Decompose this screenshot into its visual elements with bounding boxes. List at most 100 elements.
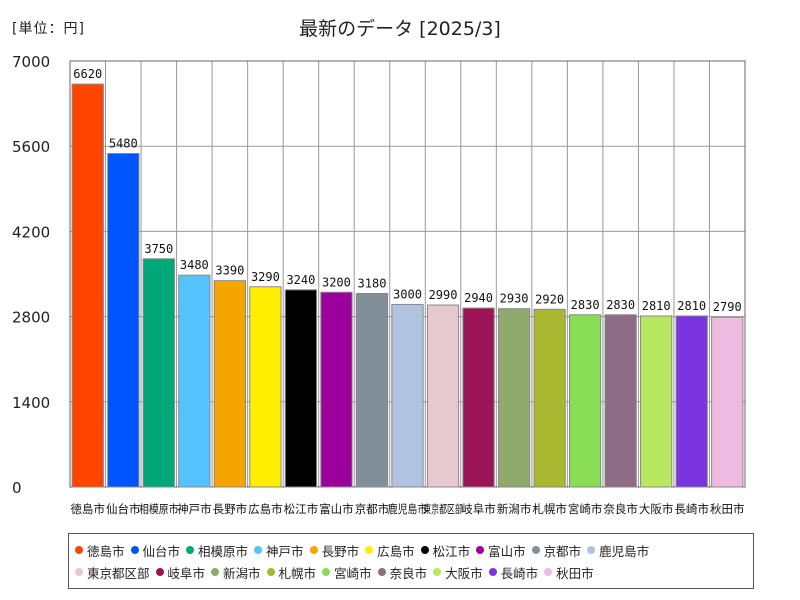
value-label: 2810 [677, 299, 706, 313]
x-tick-label: 秋田市 [710, 502, 745, 516]
value-label: 2830 [571, 298, 600, 312]
legend-marker-icon [75, 568, 83, 576]
legend-row: 徳島市 仙台市 相模原市 神戸市 長野市 広島市 松江市 富山市 京都市 鹿児島市 [75, 539, 747, 561]
bar [71, 83, 104, 488]
value-label: 2940 [464, 291, 493, 305]
value-label: 2790 [713, 300, 742, 314]
y-axis-tick-labels: 0 1400 2800 4200 5600 7000 [12, 53, 50, 497]
legend-marker-icon [309, 546, 318, 554]
legend-marker-icon [266, 568, 275, 576]
x-tick-label: 大阪市 [639, 502, 674, 516]
y-tick-label: 7000 [12, 53, 50, 71]
bar [391, 303, 424, 488]
legend-item: 大阪市 [433, 563, 483, 582]
x-tick-label: 相模原市 [139, 502, 179, 516]
bar [569, 314, 602, 488]
legend-label: 宮崎市 [334, 565, 372, 581]
x-tick-label: 神戸市 [177, 502, 212, 516]
value-label: 3200 [322, 275, 351, 289]
y-tick-label: 2800 [12, 309, 50, 327]
value-label: 3180 [358, 276, 387, 290]
legend-label: 徳島市 [87, 543, 125, 559]
legend-item: 秋田市 [544, 563, 594, 582]
legend-marker-icon [365, 546, 374, 554]
bar [711, 316, 744, 488]
legend-marker-icon [433, 568, 442, 576]
bar-chart: 0 1400 2800 4200 5600 7000 6620 5480 3750 3480 33… [12, 53, 746, 516]
legend-item: 徳島市 [75, 541, 125, 560]
legend-label: 神戸市 [266, 543, 304, 559]
x-tick-label: 東京都区部 [423, 502, 463, 516]
legend-label: 大阪市 [445, 565, 483, 581]
legend-marker-icon [420, 546, 429, 554]
legend-marker-icon [254, 546, 263, 554]
bar [178, 274, 211, 488]
legend-marker-icon [186, 546, 195, 554]
bar [640, 315, 673, 488]
bar [284, 289, 318, 488]
legend-item: 鹿児島市 [587, 541, 649, 560]
x-tick-label: 長崎市 [674, 502, 709, 516]
x-tick-label: 富山市 [319, 502, 354, 516]
legend: 徳島市 仙台市 相模原市 神戸市 長野市 広島市 松江市 富山市 京都市 鹿児島市 東京都区部 岐阜… [68, 533, 754, 589]
x-tick-label: 仙台市 [106, 502, 141, 516]
value-label: 3750 [144, 242, 173, 256]
legend-item: 札幌市 [266, 563, 317, 582]
legend-label: 鹿児島市 [599, 543, 650, 559]
legend-label: 新潟市 [223, 565, 261, 581]
bars [71, 83, 744, 488]
x-tick-label: 広島市 [248, 502, 283, 516]
legend-label: 松江市 [432, 543, 471, 559]
value-label: 3390 [215, 264, 244, 278]
legend-marker-icon [377, 568, 386, 576]
bar [675, 315, 708, 488]
value-label: 3240 [286, 273, 315, 287]
bar [497, 308, 531, 488]
legend-marker-icon [587, 546, 596, 554]
legend-marker-icon [75, 546, 83, 554]
bar [355, 292, 389, 488]
bar [533, 308, 566, 488]
legend-label: 京都市 [543, 543, 582, 559]
legend-item: 神戸市 [254, 541, 304, 560]
bar [426, 304, 460, 488]
legend-item: 奈良市 [377, 563, 427, 582]
value-label: 2830 [606, 298, 635, 312]
legend-item: 相模原市 [186, 541, 248, 560]
legend-item: 仙台市 [130, 541, 181, 560]
legend-item: 富山市 [476, 541, 526, 560]
bar [320, 291, 353, 488]
legend-item: 東京都区部 [75, 563, 150, 582]
legend-marker-icon [155, 568, 164, 576]
y-tick-label: 1400 [12, 394, 50, 412]
value-label: 3290 [251, 270, 280, 284]
y-tick-label: 0 [12, 479, 22, 497]
bar [604, 314, 637, 488]
legend-label: 東京都区部 [87, 565, 150, 581]
legend-label: 富山市 [488, 543, 526, 559]
legend-label: 秋田市 [556, 565, 594, 581]
legend-label: 札幌市 [278, 565, 317, 581]
legend-label: 広島市 [377, 543, 415, 559]
legend-label: 相模原市 [198, 543, 249, 559]
legend-marker-icon [544, 568, 553, 576]
legend-marker-icon [211, 568, 220, 576]
value-label: 3480 [180, 258, 209, 272]
x-tick-label: 京都市 [355, 502, 390, 516]
legend-item: 京都市 [531, 541, 582, 560]
x-tick-label: 松江市 [284, 502, 319, 516]
legend-row: 東京都区部 岐阜市 新潟市 札幌市 宮崎市 奈良市 大阪市 長崎市 秋田市 [75, 561, 747, 583]
legend-marker-icon [322, 568, 331, 576]
legend-item: 松江市 [420, 541, 471, 560]
legend-label: 岐阜市 [167, 565, 206, 581]
legend-label: 仙台市 [142, 543, 181, 559]
value-label: 2930 [500, 292, 529, 306]
value-label: 3000 [393, 287, 422, 301]
legend-item: 新潟市 [211, 563, 261, 582]
bar [142, 258, 175, 488]
legend-label: 長野市 [321, 543, 360, 559]
value-label: 2990 [429, 288, 458, 302]
value-label: 5480 [109, 137, 138, 151]
legend-marker-icon [531, 546, 540, 554]
